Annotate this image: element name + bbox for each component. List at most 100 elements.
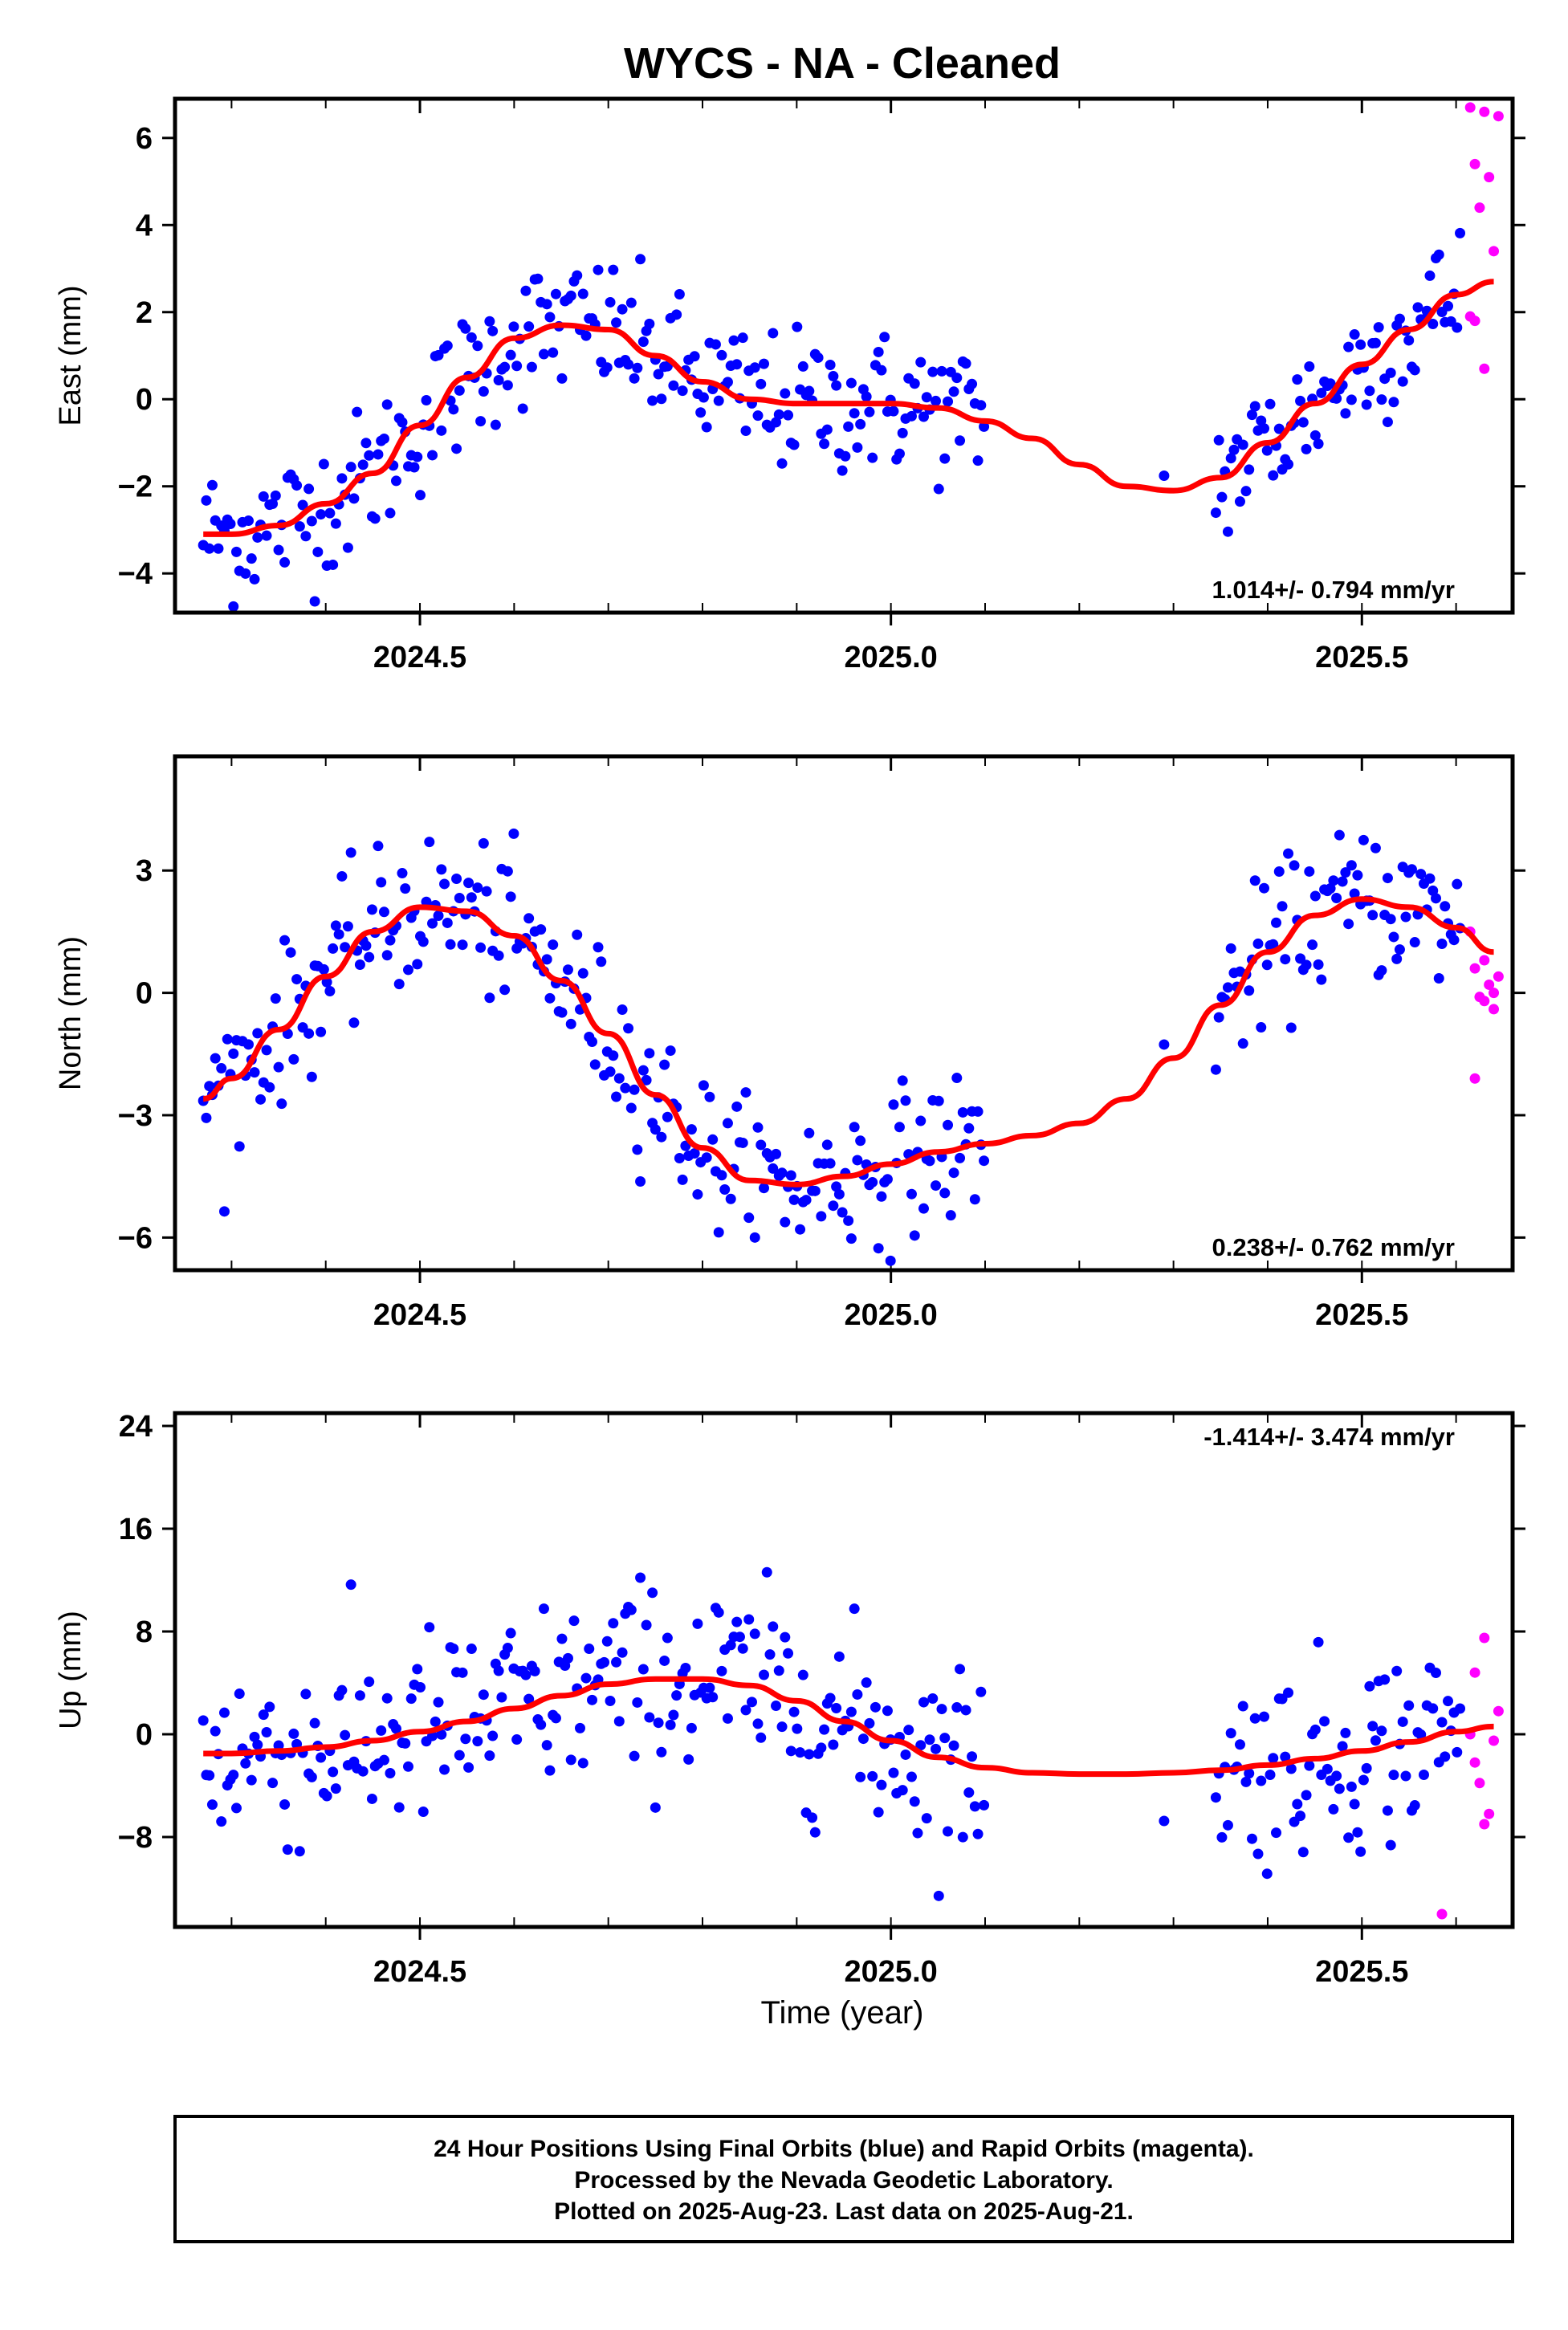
final-orbit-point — [572, 929, 583, 940]
final-orbit-point — [517, 403, 528, 414]
final-orbit-point — [572, 270, 583, 281]
final-orbit-point — [433, 349, 444, 360]
final-orbit-point — [731, 1616, 743, 1627]
final-orbit-point — [291, 974, 303, 985]
final-orbit-point — [759, 1183, 770, 1194]
final-orbit-point — [366, 1793, 377, 1804]
final-orbit-point — [1376, 1725, 1387, 1737]
final-orbit-point — [1280, 954, 1291, 965]
final-orbit-point — [734, 1631, 745, 1643]
final-orbit-point — [843, 421, 854, 432]
final-orbit-point — [888, 405, 899, 417]
final-orbit-point — [369, 513, 381, 524]
final-orbit-point — [487, 325, 499, 336]
final-orbit-point — [743, 1212, 755, 1224]
final-orbit-point — [412, 959, 423, 970]
final-orbit-point — [1225, 453, 1236, 464]
final-orbit-point — [1301, 959, 1312, 971]
final-orbit-point — [792, 321, 803, 332]
final-orbit-point — [1234, 496, 1245, 507]
rapid-orbit-point — [1489, 1735, 1500, 1746]
final-orbit-point — [1436, 1717, 1448, 1728]
final-orbit-point — [1297, 1847, 1309, 1858]
final-orbit-point — [1225, 1728, 1236, 1739]
final-orbit-point — [752, 410, 764, 422]
final-orbit-point — [354, 1690, 365, 1701]
final-orbit-point — [1443, 1696, 1454, 1707]
final-orbit-point — [288, 1053, 299, 1065]
final-orbit-point — [951, 373, 963, 384]
final-orbit-point — [1415, 1729, 1427, 1740]
final-orbit-point — [927, 366, 939, 377]
final-orbit-point — [228, 1048, 239, 1059]
final-orbit-point — [804, 1127, 815, 1139]
final-orbit-point — [376, 877, 387, 888]
rapid-orbit-point — [1469, 158, 1480, 169]
final-orbit-point — [695, 407, 707, 418]
final-orbit-point — [625, 1604, 637, 1615]
final-orbit-point — [1376, 965, 1387, 976]
final-orbit-point — [1443, 300, 1454, 312]
final-orbit-point — [448, 1643, 459, 1654]
final-orbit-point — [674, 289, 685, 300]
final-orbit-point — [852, 1688, 863, 1700]
final-orbit-point — [210, 1053, 221, 1064]
final-orbit-point — [288, 1728, 299, 1739]
final-orbit-point — [493, 1665, 504, 1676]
final-orbit-point — [502, 866, 513, 877]
final-orbit-point — [819, 1724, 830, 1735]
final-orbit-point — [1424, 873, 1436, 884]
final-orbit-point — [442, 917, 453, 928]
final-orbit-point — [417, 1807, 429, 1818]
rate-label: -1.414+/- 3.474 mm/yr — [1203, 1423, 1455, 1451]
final-orbit-point — [918, 411, 929, 422]
final-orbit-point — [635, 254, 646, 265]
final-orbit-point — [424, 837, 435, 848]
east-panel: 2024.5 2025.0 2025.5 −4 −2 0 2 4 6 East (mm) 1.014… — [54, 96, 1525, 674]
final-orbit-point — [436, 864, 447, 875]
final-orbit-point — [587, 1694, 598, 1705]
final-orbit-point — [972, 1828, 984, 1839]
y-tick-label: 6 — [136, 122, 153, 156]
final-orbit-point — [668, 1709, 679, 1721]
final-orbit-point — [963, 1122, 975, 1134]
final-orbit-point — [1289, 860, 1300, 871]
final-orbit-point — [427, 450, 438, 461]
final-orbit-point — [385, 507, 396, 519]
final-orbit-point — [544, 992, 556, 1004]
final-orbit-point — [605, 296, 616, 308]
final-orbit-point — [632, 1697, 643, 1708]
final-orbit-point — [550, 1713, 561, 1724]
final-orbit-point — [330, 518, 341, 529]
final-orbit-point — [218, 1206, 230, 1217]
final-orbit-point — [405, 1693, 417, 1705]
final-orbit-point — [605, 1695, 616, 1706]
final-orbit-point — [1301, 443, 1312, 454]
final-orbit-point — [1328, 1803, 1339, 1815]
final-orbit-point — [979, 421, 990, 432]
final-orbit-point — [906, 1771, 917, 1782]
final-orbit-point — [665, 1045, 676, 1057]
final-orbit-point — [1265, 398, 1276, 409]
final-orbit-point — [740, 1087, 751, 1098]
final-orbit-point — [761, 1566, 772, 1578]
final-orbit-point — [1273, 866, 1285, 877]
final-orbit-point — [213, 543, 224, 554]
rapid-orbit-point — [1479, 106, 1490, 117]
final-orbit-point — [306, 515, 317, 527]
y-tick-label: 2 — [136, 296, 153, 330]
x-axis-label: Time (year) — [761, 1995, 924, 2031]
footer-box — [173, 2115, 1514, 2243]
final-orbit-point — [1343, 1832, 1354, 1843]
final-orbit-point — [1382, 1805, 1393, 1816]
y-tick-label: 4 — [136, 209, 153, 242]
final-orbit-point — [1455, 1703, 1466, 1714]
final-orbit-point — [909, 1796, 920, 1807]
final-orbit-point — [1355, 1846, 1366, 1857]
final-orbit-point — [385, 1768, 396, 1779]
final-orbit-point — [246, 1774, 257, 1786]
final-orbit-point — [1364, 385, 1375, 397]
final-orbit-point — [1292, 374, 1303, 385]
up-panel: 2024.5 2025.0 2025.5 −8 0 8 16 24 Up (mm) -1.414+… — [54, 1410, 1525, 1989]
final-orbit-point — [381, 1693, 393, 1704]
